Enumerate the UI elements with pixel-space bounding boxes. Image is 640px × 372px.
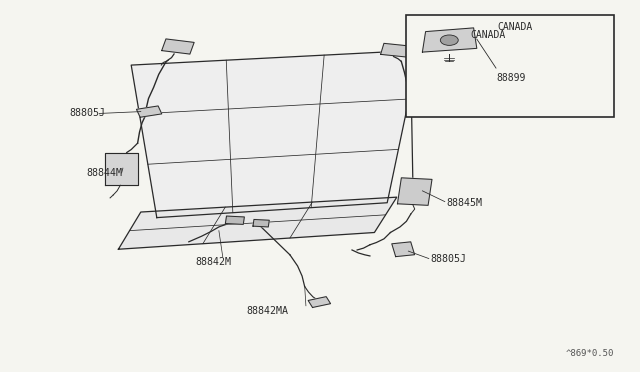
Polygon shape	[131, 50, 419, 218]
Text: ^869*0.50: ^869*0.50	[566, 349, 614, 358]
Text: 88842M: 88842M	[195, 257, 231, 267]
Polygon shape	[162, 39, 194, 54]
Bar	[406, 15, 614, 117]
Polygon shape	[397, 178, 432, 205]
Polygon shape	[136, 106, 162, 117]
Text: 88805J: 88805J	[69, 109, 105, 118]
Text: 88805J: 88805J	[430, 254, 466, 263]
Polygon shape	[253, 219, 269, 227]
Polygon shape	[308, 296, 331, 308]
Text: 88842MA: 88842MA	[246, 306, 289, 315]
Text: CANADA: CANADA	[497, 22, 532, 32]
Text: 88844M: 88844M	[86, 168, 122, 178]
Polygon shape	[422, 28, 477, 52]
Text: 88899: 88899	[496, 73, 525, 83]
Polygon shape	[392, 242, 415, 257]
Polygon shape	[105, 153, 138, 185]
Text: 88845M: 88845M	[447, 198, 483, 208]
Polygon shape	[225, 216, 244, 224]
Text: CANADA: CANADA	[470, 31, 506, 40]
Polygon shape	[381, 44, 410, 57]
Polygon shape	[118, 197, 397, 249]
Circle shape	[440, 35, 458, 45]
